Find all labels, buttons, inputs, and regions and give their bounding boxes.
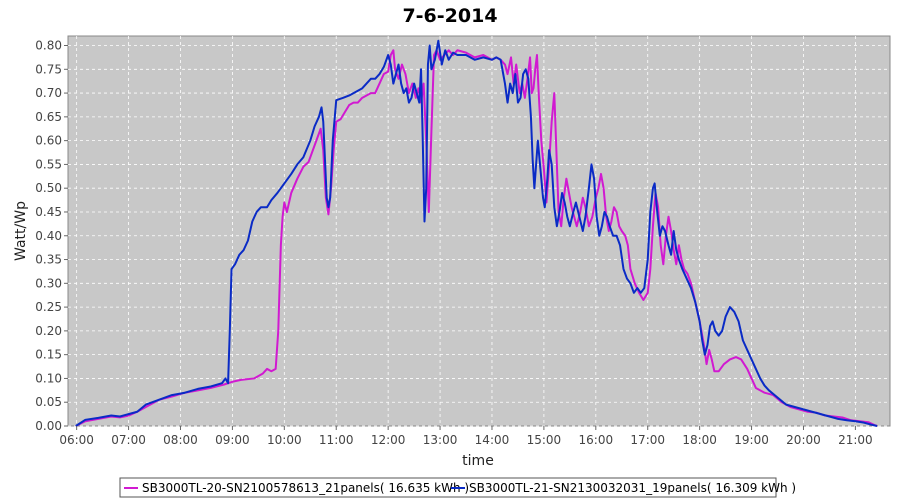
x-tick-label: 19:00 (734, 433, 769, 447)
x-tick-label: 06:00 (59, 433, 94, 447)
series-lines (75, 39, 878, 427)
y-tick-label: 0.80 (35, 39, 62, 53)
y-axis-label: Watt/Wp (13, 201, 29, 261)
y-tick-label: 0.00 (35, 419, 62, 433)
plot-area (67, 35, 891, 427)
x-tick-label: 10:00 (267, 433, 302, 447)
x-tick-label: 21:00 (838, 433, 873, 447)
y-tick-label: 0.10 (35, 371, 62, 385)
legend: SB3000TL-20-SN2100578613_21panels( 16.63… (119, 477, 796, 498)
y-tick-label: 0.75 (35, 62, 62, 76)
y-tick-label: 0.35 (35, 253, 62, 267)
x-tick-label: 08:00 (163, 433, 198, 447)
x-tick-label: 16:00 (579, 433, 614, 447)
x-tick-label: 14:00 (475, 433, 510, 447)
y-tick-label: 0.20 (35, 324, 62, 338)
y-tick-label: 0.25 (35, 300, 62, 314)
x-tick-label: 17:00 (630, 433, 665, 447)
x-tick-label: 20:00 (786, 433, 821, 447)
y-tick-label: 0.05 (35, 395, 62, 409)
y-tick-label: 0.65 (35, 110, 62, 124)
series-line-2 (75, 39, 878, 427)
y-tick-label: 0.15 (35, 348, 62, 362)
y-tick-label: 0.30 (35, 276, 62, 290)
y-tick-label: 0.70 (35, 86, 62, 100)
x-tick-label: 13:00 (423, 433, 458, 447)
y-tick-label: 0.50 (35, 181, 62, 195)
y-tick-label: 0.45 (35, 205, 62, 219)
x-tick-label: 09:00 (215, 433, 250, 447)
x-tick-label: 18:00 (682, 433, 717, 447)
gridlines (68, 36, 890, 427)
legend-box (119, 477, 777, 498)
y-tick-label: 0.40 (35, 229, 62, 243)
chart-title: 7-6-2014 (402, 5, 497, 27)
y-tick-label: 0.60 (35, 134, 62, 148)
x-tick-label: 07:00 (111, 433, 146, 447)
legend-label-series-1: SB3000TL-20-SN2100578613_21panels( 16.63… (142, 481, 469, 495)
axes: 0.00 0.05 0.10 0.15 0.20 0.25 0.30 0.35 0.40 0.45… (35, 39, 872, 447)
x-tick-label: 11:00 (319, 433, 354, 447)
x-tick-label: 12:00 (371, 433, 406, 447)
x-axis-label: time (462, 453, 494, 469)
legend-label-series-2: SB3000TL-21-SN2130032031_19panels( 16.30… (469, 481, 796, 495)
x-tick-label: 15:00 (527, 433, 562, 447)
y-tick-label: 0.55 (35, 157, 62, 171)
